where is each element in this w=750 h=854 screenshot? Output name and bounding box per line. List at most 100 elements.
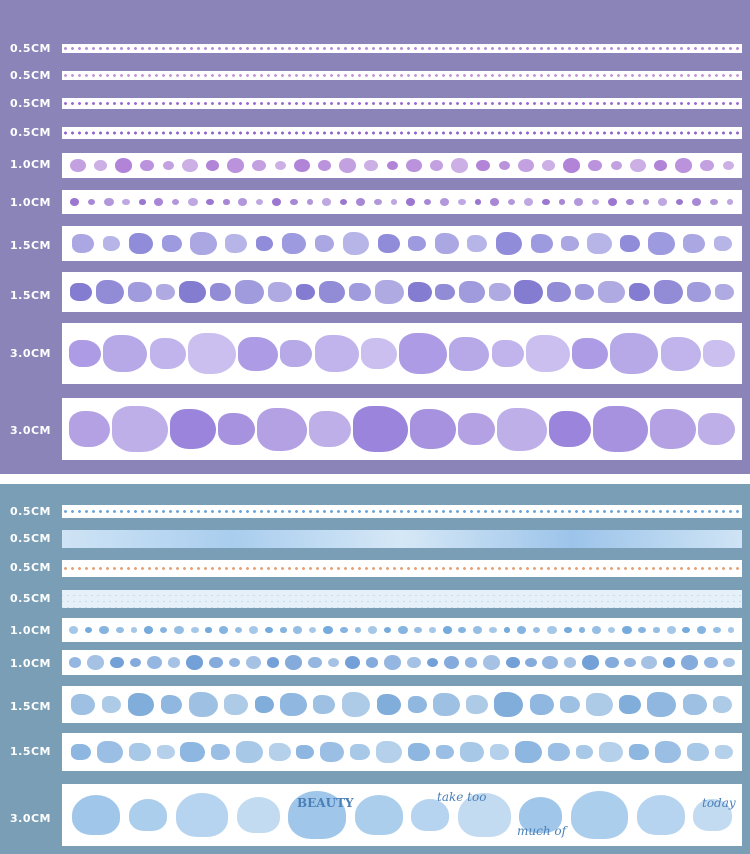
moon-motif <box>474 199 482 205</box>
sea-motif <box>619 695 641 714</box>
droplet-motif <box>533 626 541 634</box>
droplet-motif <box>323 625 333 635</box>
feather-motif <box>190 232 217 255</box>
moon-motif <box>726 199 734 205</box>
feather-motif <box>342 232 370 255</box>
sweet-motif <box>476 159 491 172</box>
moon-motif <box>675 198 683 206</box>
droplet-motif <box>190 626 199 634</box>
droplet-motif <box>293 626 303 634</box>
sea-motif <box>682 694 707 715</box>
moon-motif <box>122 198 131 206</box>
feather-motif <box>713 236 732 251</box>
moon-motif <box>542 198 551 206</box>
jellyfish-motif <box>238 336 279 371</box>
butterfly-motif <box>167 657 181 668</box>
jellyfish-motif <box>280 339 313 368</box>
tape-strip-sea <box>62 686 742 723</box>
cloud-text: take too <box>437 790 487 804</box>
feather-motif <box>467 235 488 252</box>
icon-motif <box>458 280 485 304</box>
portrait-motif <box>69 411 111 447</box>
sea-motif <box>280 693 307 716</box>
butterfly-motif <box>681 655 698 670</box>
feather-motif <box>683 234 706 253</box>
droplet-motif <box>69 626 79 634</box>
droplet-motif <box>144 626 153 634</box>
ocean-motif <box>236 740 263 764</box>
sweet-motif <box>722 160 734 171</box>
butterfly-motif <box>604 656 619 669</box>
sea-motif <box>188 692 218 717</box>
sea-motif <box>529 694 554 715</box>
feather-motif <box>561 236 579 251</box>
sea-motif <box>101 696 122 713</box>
icon-motif <box>598 280 625 304</box>
portrait-motif <box>352 405 408 453</box>
portrait-motif <box>112 405 168 453</box>
droplet-motif <box>354 627 362 633</box>
feather-motif <box>620 235 640 252</box>
cloud-motif <box>236 796 281 834</box>
ocean-motif <box>575 744 594 760</box>
droplet-motif <box>339 626 348 634</box>
row-label: 0.5CM <box>10 97 52 110</box>
icon-motif <box>628 282 651 302</box>
portrait-motif <box>256 407 308 451</box>
row-label: 1.5CM <box>10 745 52 758</box>
sweet-motif <box>162 160 174 171</box>
jellyfish-motif <box>491 339 524 368</box>
sea-motif <box>433 693 460 716</box>
jellyfish-motif <box>572 338 609 369</box>
butterfly-motif <box>186 655 204 670</box>
ocean-motif <box>70 743 91 761</box>
moon-motif <box>171 198 180 206</box>
cloud-text: today <box>702 796 736 810</box>
sweet-motif <box>518 158 534 173</box>
cloud-motif <box>288 790 347 840</box>
sweet-motif <box>406 158 422 173</box>
tape-strip-butterflies <box>62 650 742 675</box>
feather-motif <box>255 236 274 251</box>
ocean-motif <box>375 740 403 764</box>
droplet-motif <box>205 627 212 633</box>
butterfly-motif <box>68 657 82 668</box>
feather-motif <box>314 235 335 252</box>
sweet-motif <box>610 160 622 171</box>
icon-motif <box>318 280 346 304</box>
sweet-motif <box>451 158 468 173</box>
moon-motif <box>87 198 96 206</box>
tape-strip-clouds: BEAUTY take too much of today <box>62 784 742 846</box>
sea-motif <box>586 693 613 716</box>
moon-motif <box>238 198 248 206</box>
tape-strip-jellyfish <box>62 323 742 384</box>
tape-strip-portraits <box>62 398 742 460</box>
butterfly-motif <box>505 656 520 669</box>
moon-motif <box>154 198 164 206</box>
butterfly-motif <box>129 657 141 668</box>
droplet-motif <box>682 626 690 634</box>
cloud-motif <box>519 796 563 834</box>
icon-motif <box>156 283 176 301</box>
moon-motif <box>458 198 467 206</box>
butterfly-motif <box>426 657 438 668</box>
butterfly-motif <box>109 656 124 669</box>
butterfly-motif <box>208 656 223 669</box>
row-label: 0.5CM <box>10 505 52 518</box>
icon-motif <box>209 282 232 302</box>
feather-motif <box>377 234 400 253</box>
jellyfish-motif <box>610 333 659 374</box>
ocean-motif <box>547 742 570 762</box>
sea-motif <box>160 695 183 714</box>
droplet-motif <box>218 626 228 634</box>
moon-motif <box>206 198 215 206</box>
moon-motif <box>103 197 114 207</box>
droplet-motif <box>248 625 259 635</box>
jellyfish-motif <box>449 336 490 371</box>
tape-strip <box>62 560 742 577</box>
ocean-motif <box>268 742 291 762</box>
droplet-motif <box>414 626 423 634</box>
sweet-motif <box>542 160 555 171</box>
ocean-motif <box>489 743 510 761</box>
icon-motif <box>514 279 544 305</box>
